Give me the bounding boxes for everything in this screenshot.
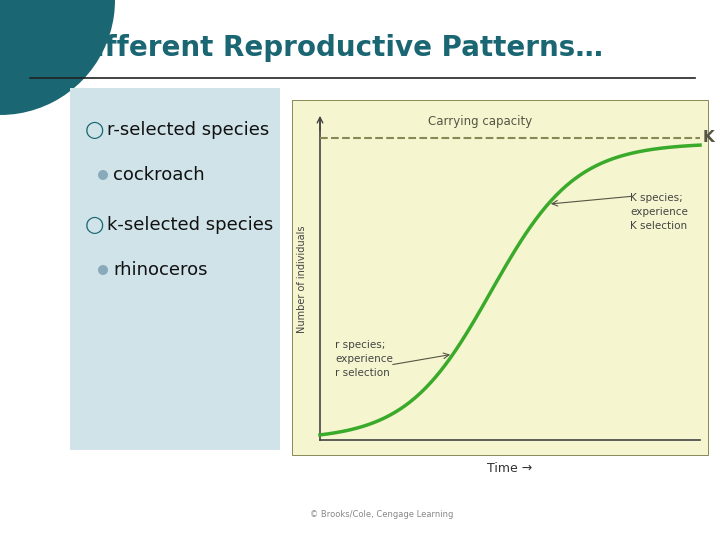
Text: Different Reproductive Patterns…: Different Reproductive Patterns… (72, 34, 603, 62)
Circle shape (98, 170, 108, 180)
Circle shape (98, 265, 108, 275)
Text: cockroach: cockroach (113, 166, 204, 184)
Text: r-selected species: r-selected species (107, 121, 269, 139)
Text: rhinoceros: rhinoceros (113, 261, 207, 279)
Text: © Brooks/Cole, Cengage Learning: © Brooks/Cole, Cengage Learning (310, 510, 454, 519)
Text: ○: ○ (85, 215, 104, 235)
Text: Carrying capacity: Carrying capacity (428, 115, 532, 128)
Wedge shape (0, 0, 115, 115)
Text: K species;
experience
K selection: K species; experience K selection (630, 193, 688, 231)
Text: Number of individuals: Number of individuals (297, 225, 307, 333)
Text: r species;
experience
r selection: r species; experience r selection (335, 340, 393, 378)
Text: K: K (703, 131, 715, 145)
Text: Time →: Time → (487, 462, 533, 475)
Text: ○: ○ (85, 120, 104, 140)
Text: k-selected species: k-selected species (107, 216, 274, 234)
Polygon shape (292, 100, 708, 455)
Polygon shape (70, 88, 280, 450)
